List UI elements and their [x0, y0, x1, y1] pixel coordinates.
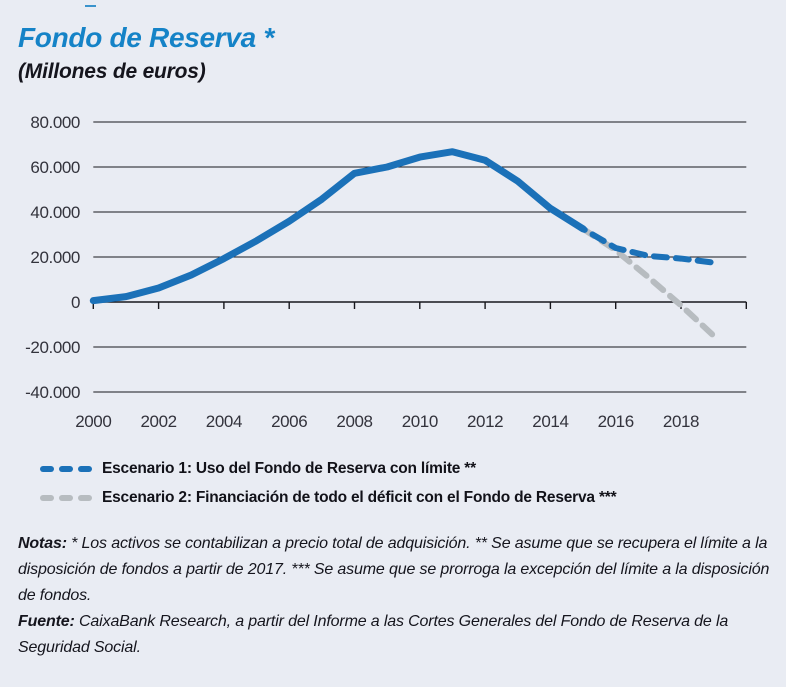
x-tick-label: 2008 [336, 412, 372, 431]
notes-label: Notas: [18, 535, 67, 552]
legend-item-escenario-2: Escenario 2: Financiación de todo el déf… [40, 488, 617, 508]
legend-item-escenario-1: Escenario 1: Uso del Fondo de Reserva co… [40, 459, 616, 479]
chart-canvas: 80.000 60.000 40.000 20.000 0 -20.000 -40.000 2… [25, 113, 747, 431]
source-paragraph: Fuente: CaixaBank Research, a partir del… [18, 609, 770, 661]
dashed-line-swatch-gray [40, 495, 92, 501]
x-tick-label: 2018 [663, 412, 699, 431]
dashed-line-swatch-blue [40, 466, 92, 472]
x-tick-label: 2002 [140, 412, 176, 431]
x-tick-label: 2000 [75, 412, 111, 431]
chart-legend: Escenario 1: Uso del Fondo de Reserva co… [40, 459, 617, 508]
y-tick-label: 0 [71, 293, 80, 312]
y-tick-label: 20.000 [30, 248, 80, 267]
legend-label: Escenario 2: Financiación de todo el déf… [102, 489, 617, 506]
x-tick-label: 2012 [467, 412, 503, 431]
page-edge-artifact [85, 5, 96, 7]
legend-label: Escenario 1: Uso del Fondo de Reserva co… [102, 460, 476, 477]
x-tick-label: 2016 [598, 412, 634, 431]
source-text: CaixaBank Research, a partir del Informe… [18, 613, 729, 656]
x-tick-label: 2014 [532, 412, 568, 431]
line-chart: 80.000 60.000 40.000 20.000 0 -20.000 -40.000 2… [0, 100, 786, 440]
source-label: Fuente: [18, 613, 75, 630]
series-line-historico [89, 148, 587, 305]
y-tick-label: -40.000 [25, 383, 80, 402]
y-tick-label: 40.000 [30, 203, 80, 222]
notes-and-source: Notas: * Los activos se contabilizan a p… [18, 531, 770, 661]
chart-title: Fondo de Reserva * [18, 22, 275, 53]
x-tick-label: 2010 [402, 412, 438, 431]
notes-paragraph: Notas: * Los activos se contabilizan a p… [18, 531, 770, 609]
notes-text: * Los activos se contabilizan a precio t… [18, 535, 770, 604]
y-tick-label: 80.000 [30, 113, 80, 132]
y-tick-label: 60.000 [30, 158, 80, 177]
x-tick-label: 2004 [206, 412, 242, 431]
series-line-escenario-1 [580, 225, 717, 266]
series-line-escenario-2 [580, 225, 717, 339]
y-tick-label: -20.000 [25, 338, 80, 357]
chart-subtitle: (Millones de euros) [18, 60, 206, 83]
x-tick-label: 2006 [271, 412, 307, 431]
